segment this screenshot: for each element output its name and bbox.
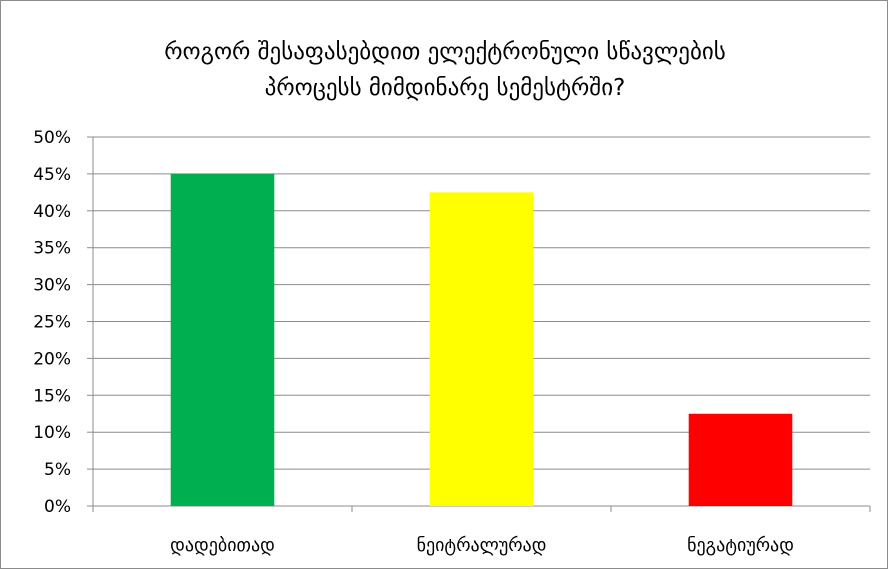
chart-title-line-1: როგორ შესაფასებდით ელექტრონული სწავლების bbox=[164, 39, 726, 65]
y-tick-label: 20% bbox=[33, 349, 71, 369]
bar-3 bbox=[688, 413, 793, 506]
y-tick-label: 30% bbox=[33, 276, 71, 296]
y-tick-label: 50% bbox=[33, 128, 71, 148]
x-category-label: დადებითად bbox=[170, 535, 275, 556]
bar-1 bbox=[170, 173, 275, 506]
y-tick-label: 10% bbox=[33, 423, 71, 443]
y-tick-label: 35% bbox=[33, 239, 71, 259]
y-tick-label: 45% bbox=[33, 165, 71, 185]
chart-title-line-2: პროცესს მიმდინარე სემესტრში? bbox=[264, 75, 626, 101]
y-tick-label: 5% bbox=[44, 460, 71, 480]
y-tick-label: 25% bbox=[33, 313, 71, 333]
y-tick-label: 15% bbox=[33, 386, 71, 406]
x-category-label: ნეგატიურად bbox=[687, 535, 794, 556]
bar-2 bbox=[429, 192, 534, 506]
chart-title: როგორ შესაფასებდით ელექტრონული სწავლების… bbox=[0, 34, 890, 106]
y-tick-label: 40% bbox=[33, 202, 71, 222]
x-category-label: ნეიტრალურად bbox=[417, 535, 547, 556]
y-tick-label: 0% bbox=[44, 497, 71, 517]
